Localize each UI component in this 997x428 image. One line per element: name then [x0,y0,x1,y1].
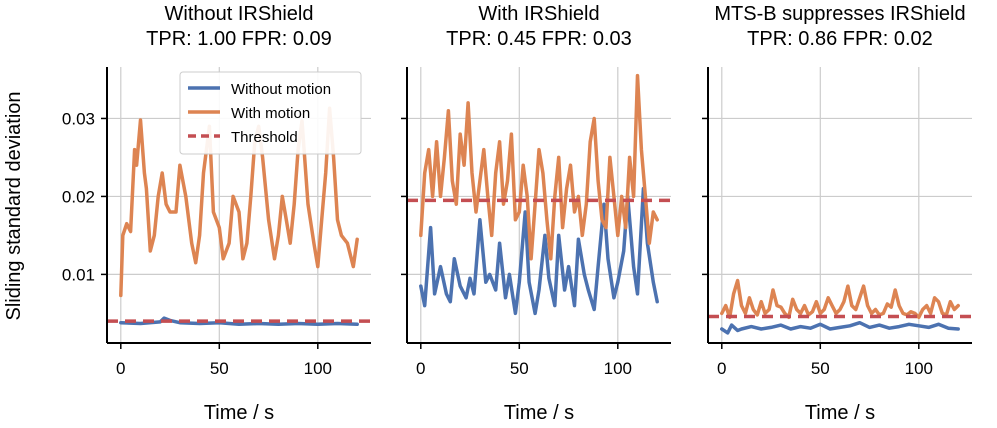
panel-subtitle: TPR: 1.00 FPR: 0.09 [146,28,332,50]
x-tick-label: 0 [416,359,425,378]
legend-frame [179,71,362,155]
x-tick-label: 100 [905,359,933,378]
series-line-without-motion [419,186,659,316]
panel-title: Without IRShield [165,3,314,25]
x-tick-label: 0 [717,359,726,378]
legend-label-threshold: Threshold [231,129,298,146]
y-tick-label: 0.03 [62,109,95,128]
x-tick-label: 0 [116,359,125,378]
panel-title: MTS-B suppresses IRShield [714,3,965,25]
series-line-with-motion [720,278,960,320]
legend-label-with-motion: With motion [231,105,310,122]
series-line-with-motion [419,73,659,261]
legend-label-without-motion: Without motion [231,81,331,98]
x-tick-label: 50 [510,359,529,378]
panels: 0.01 0.02 0.03 0 50 100 Without IRShield TPR: 1… [62,3,972,424]
panel-2: 0 50 100 With IRShield TPR: 0.45 FPR: 0.03 Ti… [401,3,671,424]
y-tick-label: 0.01 [62,265,95,284]
panel-subtitle: TPR: 0.86 FPR: 0.02 [747,28,933,50]
panel-subtitle: TPR: 0.45 FPR: 0.03 [446,28,632,50]
panel-1: 0.01 0.02 0.03 0 50 100 Without IRShield TPR: 1… [62,3,371,424]
x-tick-label: 50 [210,359,229,378]
series-line-with-motion [119,106,359,298]
legend: Without motion With motion Threshold [179,71,362,155]
x-axis-label: Time / s [504,402,574,424]
x-tick-label: 100 [604,359,632,378]
panel-3: 0 50 100 MTS-B suppresses IRShield TPR: 0.86… [702,3,972,424]
series-line-without-motion [720,320,960,335]
x-tick-label: 50 [811,359,830,378]
y-axis-label: Sliding standard deviation [3,91,25,320]
panel-title: With IRShield [478,3,599,25]
x-axis-label: Time / s [204,402,274,424]
y-tick-label: 0.02 [62,187,95,206]
x-axis-label: Time / s [805,402,875,424]
x-tick-label: 100 [304,359,332,378]
